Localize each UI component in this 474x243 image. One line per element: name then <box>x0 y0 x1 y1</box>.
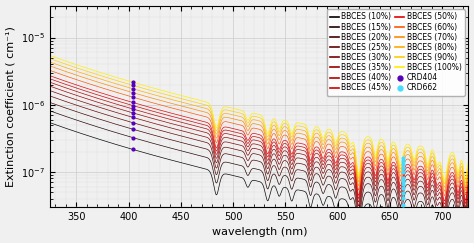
X-axis label: wavelength (nm): wavelength (nm) <box>211 227 307 237</box>
Legend: BBCES (10%), BBCES (15%), BBCES (20%), BBCES (25%), BBCES (30%), BBCES (35%), BB: BBCES (10%), BBCES (15%), BBCES (20%), B… <box>327 9 465 95</box>
Y-axis label: Extinction coefficient ( cm⁻¹): Extinction coefficient ( cm⁻¹) <box>6 26 16 187</box>
